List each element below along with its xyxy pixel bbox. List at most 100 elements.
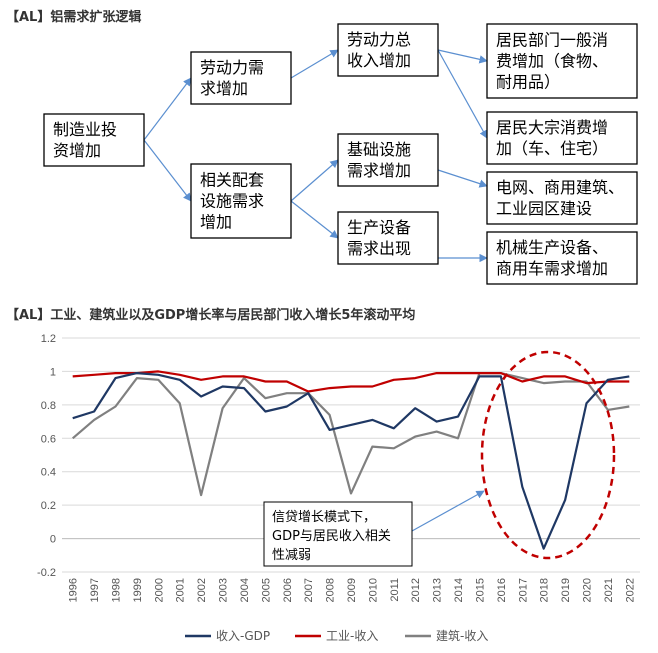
annotation-box (263, 501, 413, 567)
diagram-box-text: 工业园区建设 (496, 199, 592, 218)
x-tick-label: 2019 (560, 578, 572, 602)
diagram-arrow-4 (290, 200, 339, 239)
x-tick-label: 2017 (517, 578, 529, 602)
diagram-boxes: 制造业投资增加劳动力需求增加相关配套设施需求增加劳动力总收入增加基础设施需求增加… (43, 23, 638, 285)
x-tick-label: 1999 (132, 578, 144, 602)
legend-label: 工业-收入 (326, 629, 378, 643)
series-line-0 (72, 372, 630, 550)
diagram-arrows (143, 49, 488, 263)
y-axis-ticks: 1.2 1 0.8 0.6 0.4 0.2 0 -0.2 (37, 333, 56, 579)
x-tick-label: 2000 (153, 578, 165, 602)
legend-item-1: 工业-收入 (295, 629, 378, 643)
x-tick-label: 2015 (474, 578, 486, 602)
x-tick-label: 2022 (624, 578, 636, 602)
diagram-box-text: 劳动力总 (347, 30, 411, 49)
x-tick-label: 2005 (260, 578, 272, 602)
y-tick-label: 0.2 (41, 500, 56, 512)
y-tick-label: -0.2 (37, 567, 56, 579)
chart-series (71, 370, 630, 550)
diagram-box-text: 增加 (200, 213, 232, 232)
x-tick-label: 2004 (239, 578, 251, 602)
diagram-box-text: 设施需求 (200, 192, 264, 211)
x-tick-label: 1997 (89, 578, 101, 602)
diagram-arrow-6 (437, 49, 488, 139)
diagram-box-text: 费增加（食物、 (496, 52, 608, 71)
x-axis-ticks: 1996 1997 1998 1999 2000 2001 2002 2003 2004 2005… (68, 578, 637, 602)
diagram-box-text: 居民大宗消费增 (496, 118, 608, 137)
diagram-box-text: 需求增加 (347, 161, 411, 180)
annotation-text: 性减弱 (272, 548, 311, 563)
x-tick-label: 2012 (410, 578, 422, 602)
diagram-box-text: 加（车、住宅） (496, 139, 608, 158)
x-tick-label: 2003 (218, 578, 230, 602)
x-tick-label: 2018 (539, 578, 551, 602)
x-tick-label: 2007 (303, 578, 315, 602)
diagram-box-text: 需求出现 (347, 239, 411, 258)
x-tick-label: 2013 (432, 578, 444, 602)
highlight-ellipse (480, 350, 616, 560)
demand-logic-diagram: 制造业投资增加劳动力需求增加相关配套设施需求增加劳动力总收入增加基础设施需求增加… (43, 23, 638, 285)
diagram-box-machinery: 机械生产设备、商用车需求增加 (486, 231, 638, 285)
diagram-box-text: 基础设施 (347, 140, 411, 159)
diagram-box-text: 求增加 (200, 79, 248, 98)
y-tick-label: 0.8 (41, 400, 56, 412)
diagram-arrow-0 (143, 77, 192, 141)
diagram-arrow-1 (143, 139, 192, 202)
x-tick-label: 2021 (603, 578, 615, 602)
x-tick-label: 1998 (111, 578, 123, 602)
x-tick-label: 2010 (367, 578, 379, 602)
y-tick-label: 1.2 (41, 333, 56, 345)
legend-item-2: 建筑-收入 (405, 628, 488, 643)
x-tick-label: 2016 (496, 578, 508, 602)
diagram-box-text: 机械生产设备、 (496, 238, 608, 257)
legend-label: 收入-GDP (216, 629, 270, 643)
diagram-box-text: 制造业投 (53, 120, 117, 139)
diagram-box-text: 资增加 (53, 141, 101, 160)
chart-title: 【AL】工业、建筑业以及GDP增长率与居民部门收入增长5年滚动平均 (6, 308, 416, 323)
diagram-arrow-3 (290, 159, 339, 202)
y-tick-label: 1 (50, 366, 56, 378)
annotation-text: 信贷增长模式下， (272, 510, 376, 525)
y-tick-label: 0.4 (41, 467, 56, 479)
legend-item-0: 收入-GDP (185, 629, 270, 643)
x-tick-label: 2011 (389, 578, 401, 602)
diagram-box-grid: 电网、商用建筑、工业园区建设 (486, 171, 638, 225)
diagram-box-text: 生产设备 (347, 218, 411, 237)
x-tick-label: 2001 (175, 578, 187, 602)
series-line-2 (71, 372, 630, 497)
diagram-box-text: 电网、商用建筑、 (496, 178, 624, 197)
y-tick-label: 0 (50, 534, 56, 546)
annotation-text: GDP与居民收入相关 (272, 529, 391, 544)
diagram-box-text: 居民部门一般消 (496, 31, 608, 50)
diagram-title: 【AL】铝需求扩张逻辑 (6, 10, 142, 25)
x-tick-label: 2008 (325, 578, 337, 602)
diagram-box-text: 商用车需求增加 (496, 259, 608, 278)
x-tick-label: 2009 (346, 578, 358, 602)
diagram-arrow-7 (437, 169, 488, 188)
legend-label: 建筑-收入 (436, 628, 488, 643)
annotation-arrow (411, 490, 485, 532)
x-tick-label: 2006 (282, 578, 294, 602)
diagram-arrow-5 (437, 49, 488, 64)
series-line-1 (72, 370, 630, 393)
diagram-box-text: 劳动力需 (200, 58, 264, 77)
y-tick-label: 0.6 (41, 433, 56, 445)
diagram-box-text: 相关配套 (200, 171, 264, 190)
x-tick-label: 2002 (196, 578, 208, 602)
x-tick-label: 2020 (581, 578, 593, 602)
x-tick-label: 1996 (68, 578, 80, 602)
x-tick-label: 2014 (453, 578, 465, 602)
diagram-box-text: 耐用品） (496, 73, 560, 92)
diagram-arrow-2 (290, 49, 339, 79)
chart-legend: 收入-GDP 工业-收入 建筑-收入 (185, 628, 488, 643)
